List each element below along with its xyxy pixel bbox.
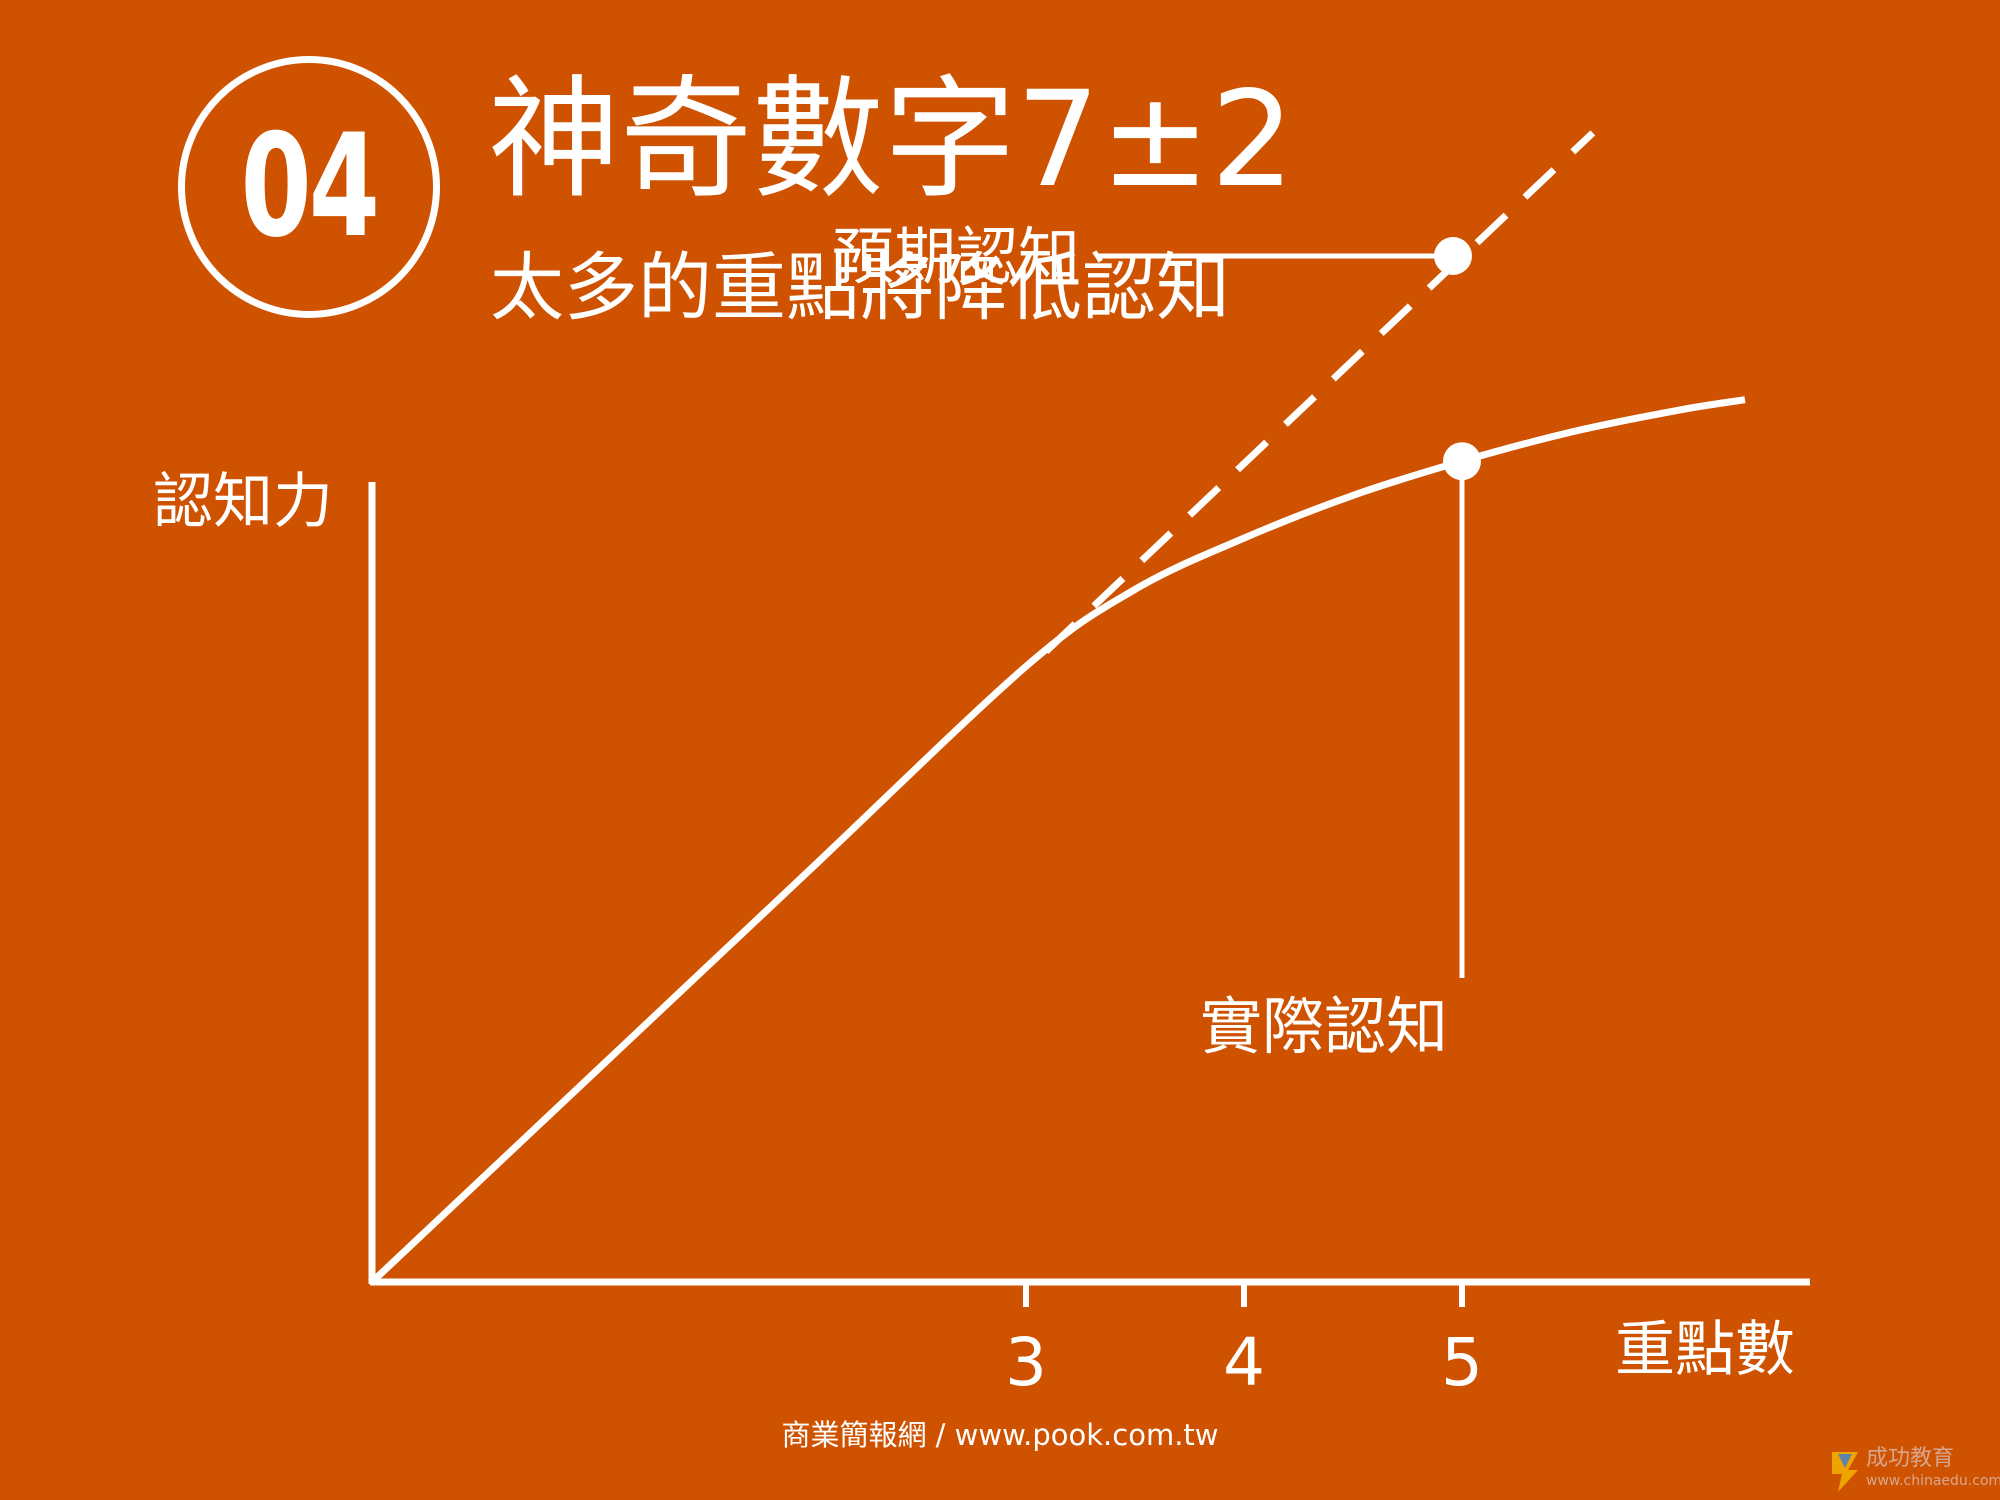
actual-series-line [369, 396, 1746, 1285]
x-tick-label: 4 [1223, 1324, 1265, 1401]
watermark-logo-icon [1832, 1452, 1858, 1492]
watermark: 成功教育 www.chinaedu.com [1828, 1446, 2000, 1500]
source-footer: 商業簡報網 / www.pook.com.tw [781, 1418, 1219, 1452]
y-axis-label: 認知力 [153, 467, 333, 537]
chart-axes: 3 4 5 [368, 482, 1810, 1401]
x-axis-label: 重點數 [1615, 1315, 1795, 1385]
expected-series-label: 預期認知 [832, 220, 1080, 293]
watermark-line1: 成功教育 [1866, 1446, 1955, 1471]
section-number-badge: 04 [178, 56, 440, 318]
section-number: 04 [240, 104, 380, 269]
expected-series-line [1043, 130, 1596, 654]
watermark-text: 成功教育 www.chinaedu.com [1866, 1446, 2000, 1490]
actual-highlight-point [1443, 442, 1481, 481]
x-tick-label: 3 [1005, 1324, 1047, 1401]
actual-series-label: 實際認知 [1200, 990, 1448, 1063]
x-tick-label: 5 [1441, 1324, 1483, 1401]
chart-series [369, 130, 1746, 1285]
expected-highlight-point [1434, 237, 1472, 275]
slide-title: 神奇數字7±2 [488, 63, 1295, 217]
slide-subtitle: 太多的重點將降低認知 [490, 245, 1230, 331]
watermark-line2: www.chinaedu.com [1866, 1473, 2000, 1489]
